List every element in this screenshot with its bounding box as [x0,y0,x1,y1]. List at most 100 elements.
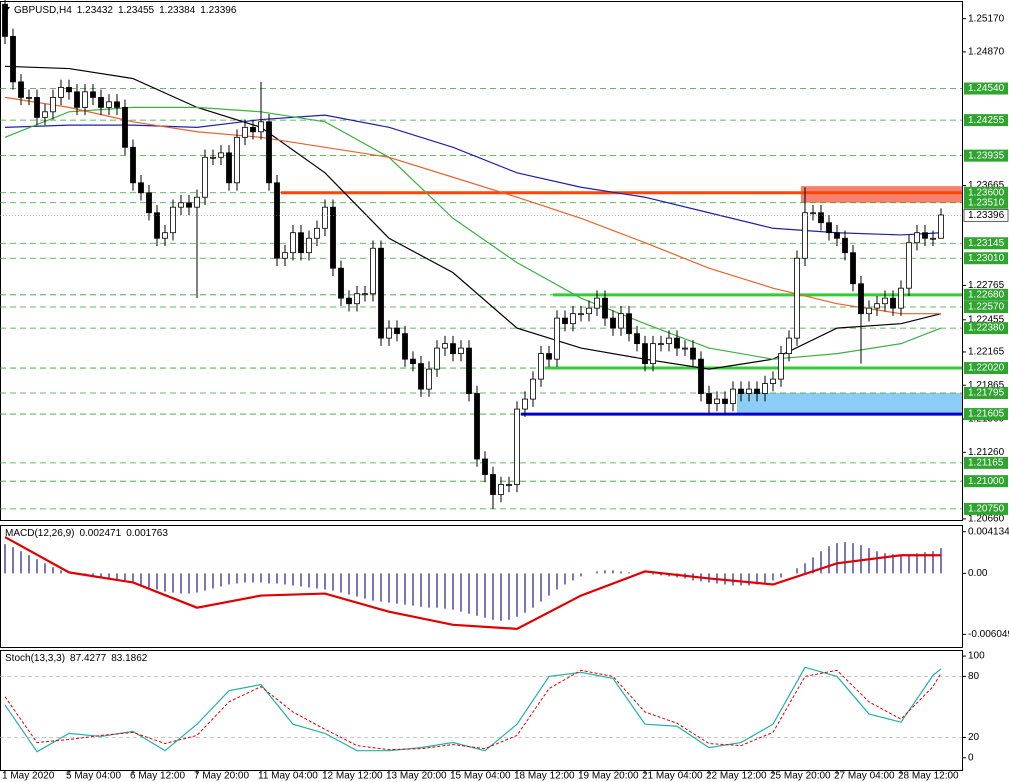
candle-body [122,106,128,148]
candle-body [314,227,320,239]
candle-body [290,232,296,254]
candle-body [194,196,200,208]
candle-body [170,206,176,234]
level-label: 1.23145 [968,238,1005,249]
candle-body [602,297,608,319]
y-tick-label: 1.22165 [968,347,1005,358]
y-tick-label: 0 [968,752,974,763]
candle-body [730,388,736,404]
candle-body [802,212,808,259]
candle-body [266,121,272,184]
y-tick-label: 1.21865 [968,380,1005,391]
candle-body [498,484,504,495]
readout-value: 1.23432 [77,5,114,16]
candle-body [234,136,240,184]
level-label: 1.22680 [968,289,1005,300]
main-pane-frame [0,1,963,521]
candle-body [322,206,328,229]
candle-body [146,192,152,214]
x-tick-label: 27 May 04:00 [834,771,895,782]
candle-body [362,293,368,296]
indicator-line [4,666,942,753]
level-label-bg [964,386,1008,399]
candle-body [570,313,576,325]
candle-body [914,232,920,244]
readout-value: 0.001763 [126,528,168,539]
candle-body [594,297,600,309]
level-label-bg [964,408,1008,421]
readout-value: 1.23384 [159,5,196,16]
candle-body [746,388,752,394]
stoch-pane-frame [0,650,963,771]
level-label: 1.23010 [968,253,1005,264]
candle-body [226,152,232,184]
level-label: 1.22020 [968,363,1005,374]
y-tick-label: 1.22455 [968,314,1005,325]
level-label: 1.21000 [968,476,1005,487]
candle-body [794,257,800,339]
candle-body [586,307,592,315]
candle-body [370,247,376,295]
candle-body [378,247,384,339]
candle-body [386,327,392,339]
level-label: 1.21605 [968,409,1005,420]
candle-body [906,242,912,289]
indicator-name: GBPUSD,H4 [14,5,72,16]
candle-body [426,368,432,390]
candle-body [210,156,216,159]
candle-body [762,383,768,394]
indicator-name: MACD(12,26,9) [5,528,74,539]
x-tick-label: 18 May 12:00 [514,771,575,782]
y-tick-label: 1.20660 [968,514,1005,525]
candle-body [66,87,72,93]
candle-body [186,202,192,208]
x-tick-label: 12 May 12:00 [322,771,383,782]
candle-body [274,182,280,259]
x-tick-label: 11 May 04:00 [258,771,318,782]
level-label-bg [964,502,1008,515]
candle-body [826,222,832,234]
level-label-bg [964,362,1008,375]
candle-body [658,343,664,346]
x-tick-label: 21 May 04:00 [642,771,703,782]
y-tick-label: 80 [968,671,980,682]
candle-body [754,388,760,394]
candle-body [82,91,88,108]
readout-value: 83.1862 [111,653,148,664]
candle-body [930,237,936,240]
level-label: 1.20750 [968,504,1005,515]
candle-body [26,96,32,99]
candle-body [2,3,8,37]
level-label: 1.24540 [968,83,1005,94]
candle-body [514,408,520,485]
candle-body [690,347,696,360]
candle-body [770,378,776,384]
pane-title: GBPUSD,H4 1.23432 1.23455 1.23384 1.23396 [14,5,237,16]
x-tick-label: 6 May 12:00 [130,771,185,782]
candle-body [394,327,400,335]
level-label-bg [964,322,1008,335]
candle-body [482,458,488,475]
indicator-line [4,669,942,751]
readout-value: 1.23396 [200,5,237,16]
level-label: 1.24255 [968,115,1005,126]
last-price-bg [963,209,1009,222]
candle-body [530,378,536,400]
candle-body [114,101,120,108]
candle-body [474,393,480,460]
candle-body [218,152,224,158]
candle-body [410,358,416,365]
candle-body [490,474,496,495]
candle-body [634,333,640,345]
x-tick-label: 5 May 04:00 [66,771,121,782]
level-label-bg [964,196,1008,209]
candle-body [874,303,880,309]
level-label: 1.23935 [968,150,1005,161]
x-tick-label: 19 May 20:00 [578,771,639,782]
level-label-bg [964,114,1008,127]
y-tick-label: 100 [968,651,985,662]
level-label: 1.23600 [968,187,1005,198]
level-label-bg [964,186,1008,199]
pane-title: Stoch(13,3,3) 87.4277 83.1862 [5,653,148,664]
